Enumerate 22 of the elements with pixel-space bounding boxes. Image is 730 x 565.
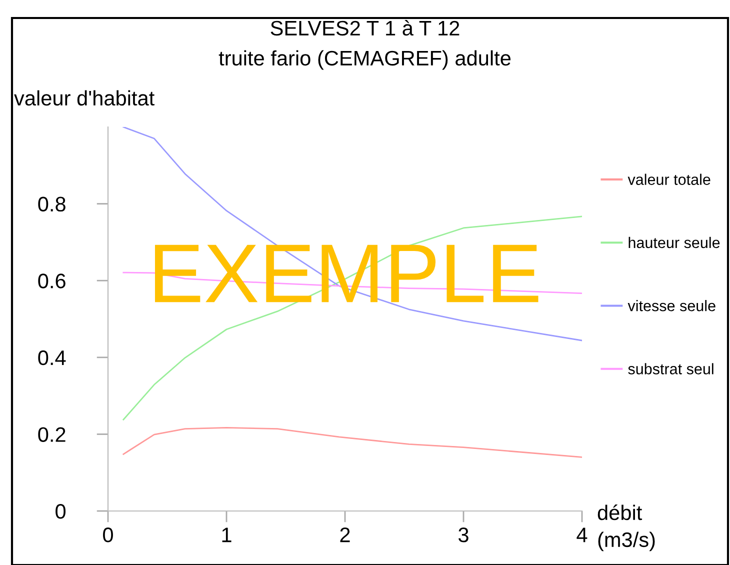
x-tick-label: 3 bbox=[458, 528, 468, 542]
line-series bbox=[122, 127, 582, 342]
x-axis-title: débit (m3/s) bbox=[598, 504, 655, 552]
annotation: EXEMPLE bbox=[154, 244, 538, 302]
legend-label: vitesse seule bbox=[628, 300, 716, 312]
y-tick-label: 0.4 bbox=[38, 350, 66, 366]
legend-label: valeur totale bbox=[628, 174, 710, 185]
legend-label: substrat seul bbox=[628, 363, 714, 374]
x-tick-label: 2 bbox=[340, 528, 350, 542]
chart-title: SELVES2 T 1 à T 12 bbox=[270, 20, 460, 36]
y-tick-label: 0.8 bbox=[38, 196, 66, 212]
legend-label: hauteur seule bbox=[628, 236, 720, 248]
chart-subtitle: truite fario (CEMAGREF) adulte bbox=[218, 50, 511, 70]
y-tick-label: 0.2 bbox=[38, 427, 66, 442]
x-tick-label: 4 bbox=[576, 528, 588, 542]
x-tick-label: 1 bbox=[222, 528, 232, 542]
y-axis-title: valeur d'habitat bbox=[14, 90, 154, 106]
line-series bbox=[122, 426, 582, 458]
x-tick-label: 0 bbox=[103, 528, 113, 542]
y-tick-label: 0.6 bbox=[38, 274, 66, 288]
line-series bbox=[122, 216, 582, 420]
y-tick-label: 0 bbox=[56, 504, 66, 519]
